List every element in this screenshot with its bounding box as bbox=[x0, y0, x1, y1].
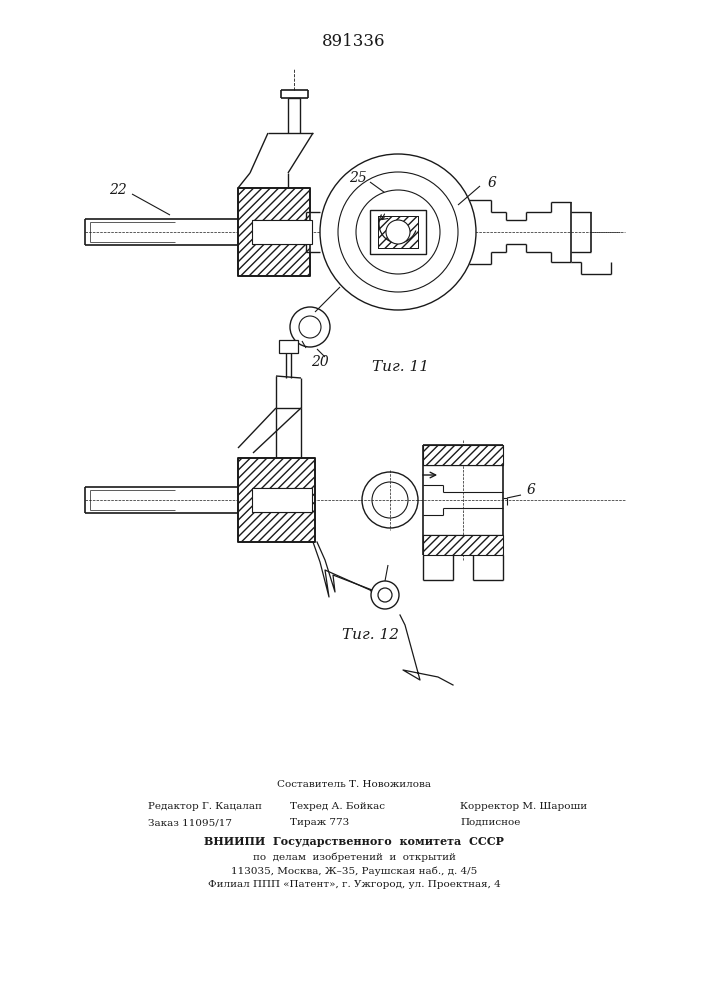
Text: Составитель Т. Новожилова: Составитель Т. Новожилова bbox=[277, 780, 431, 789]
Bar bbox=[238, 188, 310, 276]
Bar bbox=[378, 216, 418, 248]
Text: 6: 6 bbox=[488, 176, 496, 190]
Bar bbox=[423, 535, 503, 555]
Text: 22: 22 bbox=[109, 183, 127, 197]
Circle shape bbox=[372, 482, 408, 518]
Text: 20: 20 bbox=[311, 355, 329, 369]
Circle shape bbox=[290, 307, 330, 347]
Circle shape bbox=[386, 220, 410, 244]
Text: Техред А. Бойкас: Техред А. Бойкас bbox=[290, 802, 385, 811]
Text: Τиг. 12: Τиг. 12 bbox=[341, 628, 399, 642]
Text: ВНИИПИ  Государственного  комитета  СССР: ВНИИПИ Государственного комитета СССР bbox=[204, 836, 504, 847]
Circle shape bbox=[356, 190, 440, 274]
Circle shape bbox=[320, 154, 476, 310]
Bar bbox=[252, 220, 312, 244]
Bar bbox=[370, 210, 426, 254]
Bar bbox=[423, 445, 503, 465]
Text: 6: 6 bbox=[527, 483, 535, 497]
Text: Τиг. 11: Τиг. 11 bbox=[371, 360, 428, 374]
Text: 891336: 891336 bbox=[322, 33, 386, 50]
Text: Заказ 11095/17: Заказ 11095/17 bbox=[148, 818, 232, 827]
Text: Редактор Г. Кацалап: Редактор Г. Кацалап bbox=[148, 802, 262, 811]
Text: Тираж 773: Тираж 773 bbox=[290, 818, 349, 827]
Bar bbox=[378, 216, 418, 248]
Text: 25: 25 bbox=[349, 171, 367, 185]
Text: Корректор М. Шароши: Корректор М. Шароши bbox=[460, 802, 587, 811]
Bar bbox=[252, 488, 312, 512]
Bar bbox=[238, 458, 315, 542]
Circle shape bbox=[299, 316, 321, 338]
Circle shape bbox=[338, 172, 458, 292]
Bar bbox=[279, 340, 298, 353]
Text: по  делам  изобретений  и  открытий: по делам изобретений и открытий bbox=[252, 852, 455, 861]
Text: Подписное: Подписное bbox=[460, 818, 520, 827]
Text: 113035, Москва, Ж–35, Раушская наб., д. 4/5: 113035, Москва, Ж–35, Раушская наб., д. … bbox=[231, 866, 477, 876]
Circle shape bbox=[362, 472, 418, 528]
Text: Филиал ППП «Патент», г. Ужгород, ул. Проектная, 4: Филиал ППП «Патент», г. Ужгород, ул. Про… bbox=[208, 880, 501, 889]
Circle shape bbox=[371, 581, 399, 609]
Circle shape bbox=[378, 588, 392, 602]
